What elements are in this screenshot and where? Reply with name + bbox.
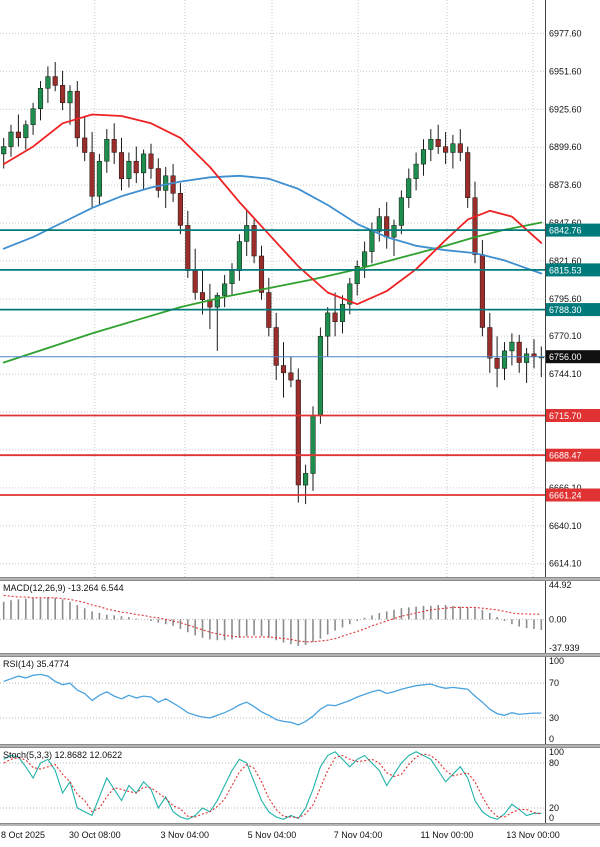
svg-text:6977.60: 6977.60 [549,28,582,38]
stochastic-panel: 100 80 20 0 Stoch(5,3,3) 12.8682 12.0622 [0,748,600,823]
svg-text:6661.24: 6661.24 [549,491,582,501]
macd-signal-line [3,594,542,643]
time-axis: 8 Oct 2025 30 Oct 08:00 3 Nov 04:00 5 Nov 0… [0,826,600,847]
stoch-d-line [3,753,542,819]
svg-text:6715.70: 6715.70 [549,411,582,421]
svg-text:6951.60: 6951.60 [549,66,582,76]
svg-text:6770.10: 6770.10 [549,331,582,341]
ma-slow-green-line [2,221,543,364]
price-level-label: 6688.47 [546,448,600,462]
svg-text:6842.76: 6842.76 [549,226,582,236]
stoch-k-line [3,751,542,820]
svg-text:6688.47: 6688.47 [549,451,582,461]
ma-fast-red-line [2,113,543,306]
rsi-line [3,673,542,726]
time-axis-label: 5 Nov 04:00 [247,830,297,840]
svg-text:0.00: 0.00 [549,614,567,624]
price-level-label: 6788.30 [546,303,600,317]
stochastic-label: Stoch(5,3,3) 12.8682 12.0622 [3,750,123,760]
price-level-label: 6661.24 [546,488,600,502]
svg-text:100: 100 [549,748,564,757]
time-axis-label: 30 Oct 08:00 [69,830,121,840]
price-level-lines [0,229,545,496]
price-level-label: 6842.76 [546,223,600,237]
macd-histogram [2,597,543,646]
svg-text:70: 70 [549,678,559,688]
price-level-label: 6756.00 [546,350,600,364]
svg-text:6640.10: 6640.10 [549,521,582,531]
indicator-axis-labels: 44.92 0.00 -37.939 [549,581,580,653]
svg-text:0: 0 [549,734,554,744]
svg-text:6925.60: 6925.60 [549,104,582,114]
svg-text:-37.939: -37.939 [549,643,580,653]
svg-text:6815.53: 6815.53 [549,265,582,275]
svg-text:6666.10: 6666.10 [549,483,582,493]
indicator-axis-labels: 100 70 30 0 [549,657,564,744]
time-axis-label: 8 Oct 2025 [1,830,46,840]
svg-text:6821.60: 6821.60 [549,256,582,266]
svg-text:6873.60: 6873.60 [549,180,582,190]
rsi-canvas: 100 70 30 0 [0,657,564,744]
panel-separator[interactable] [0,744,600,748]
rsi-label: RSI(14) 35.4774 [3,659,70,669]
time-axis-label: 11 Nov 00:00 [420,830,474,840]
panel-separator[interactable] [0,577,600,581]
macd-canvas: 44.92 0.00 -37.939 [0,581,580,653]
macd-label: MACD(12,26,9) -13.264 6.544 [3,583,124,593]
ma-mid-blue-line [2,174,543,275]
svg-text:30: 30 [549,713,559,723]
panel-separator[interactable] [0,653,600,657]
price-level-label: 6815.53 [546,263,600,277]
svg-text:6788.30: 6788.30 [549,305,582,315]
svg-text:44.92: 44.92 [549,581,572,590]
panel-separator [0,823,600,826]
macd-panel: 44.92 0.00 -37.939 MACD(12,26,9) -13.264 6… [0,581,600,653]
rsi-panel: 100 70 30 0 RSI(14) 35.4774 [0,657,600,744]
svg-text:6847.60: 6847.60 [549,218,582,228]
svg-text:6744.10: 6744.10 [549,369,582,379]
price-level-label: 6715.70 [546,409,600,422]
candles [1,62,544,505]
svg-text:20: 20 [549,803,559,813]
price-chart-panel: 6977.60 6951.60 6925.60 6899.60 6873.60 6847.… [0,0,600,577]
time-axis-label: 3 Nov 04:00 [160,830,210,840]
svg-text:6899.60: 6899.60 [549,142,582,152]
time-axis-label: 13 Nov 00:00 [506,830,560,840]
svg-text:6614.10: 6614.10 [549,559,582,569]
time-axis-label: 7 Nov 04:00 [333,830,383,840]
price-chart-canvas: 6977.60 6951.60 6925.60 6899.60 6873.60 6847.… [0,0,600,577]
svg-text:6795.60: 6795.60 [549,294,582,304]
svg-text:100: 100 [549,657,564,666]
svg-text:6756.00: 6756.00 [549,352,582,362]
svg-text:80: 80 [549,758,559,768]
svg-text:0: 0 [549,813,554,823]
grid [0,0,545,577]
price-axis-labels: 6977.60 6951.60 6925.60 6899.60 6873.60 6847.… [549,28,582,568]
